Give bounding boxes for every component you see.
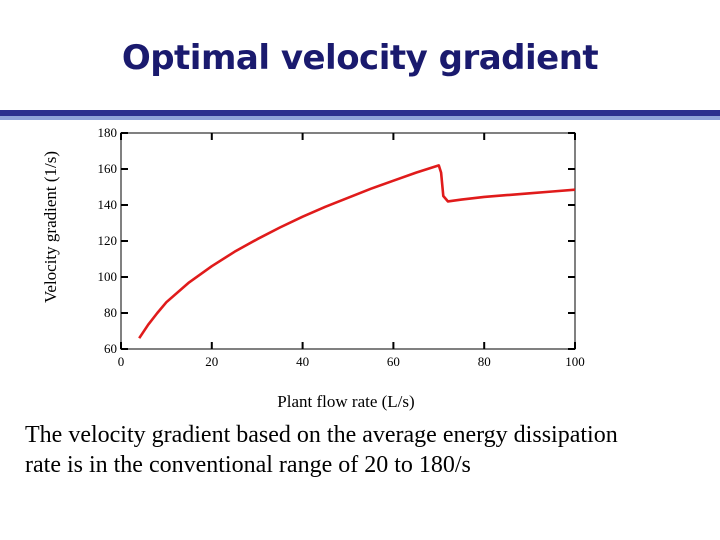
- slide-title: Optimal velocity gradient: [121, 38, 599, 78]
- y-tick-label: 60: [104, 341, 117, 356]
- plot-area: [120, 132, 576, 350]
- x-tick-label: 0: [118, 354, 125, 369]
- velocity-gradient-chart: 0 20 40 60 80 100 60 80 100 120 140 160 180 Plant fl…: [41, 125, 585, 411]
- x-tick-label: 20: [205, 354, 218, 369]
- x-axis-label: Plant flow rate (L/s): [277, 392, 414, 411]
- y-tick-label: 180: [98, 125, 118, 140]
- x-tick-label: 40: [296, 354, 309, 369]
- title-rule-light: [0, 116, 720, 120]
- series-line: [138, 164, 576, 339]
- tick-labels: 0 20 40 60 80 100 60 80 100 120 140 160 180: [98, 125, 585, 369]
- slide-caption: The velocity gradient based on the avera…: [25, 422, 618, 478]
- y-tick-label: 120: [98, 233, 118, 248]
- x-tick-label: 60: [387, 354, 400, 369]
- y-tick-label: 100: [98, 269, 118, 284]
- x-tick-label: 80: [478, 354, 491, 369]
- y-axis-label: Velocity gradient (1/s): [41, 151, 60, 303]
- tick-marks: [120, 132, 576, 350]
- y-tick-label: 140: [98, 197, 118, 212]
- x-tick-label: 100: [565, 354, 585, 369]
- title-rule: [0, 110, 720, 116]
- y-tick-label: 160: [98, 161, 118, 176]
- plot-frame: [120, 132, 576, 350]
- y-tick-label: 80: [104, 305, 117, 320]
